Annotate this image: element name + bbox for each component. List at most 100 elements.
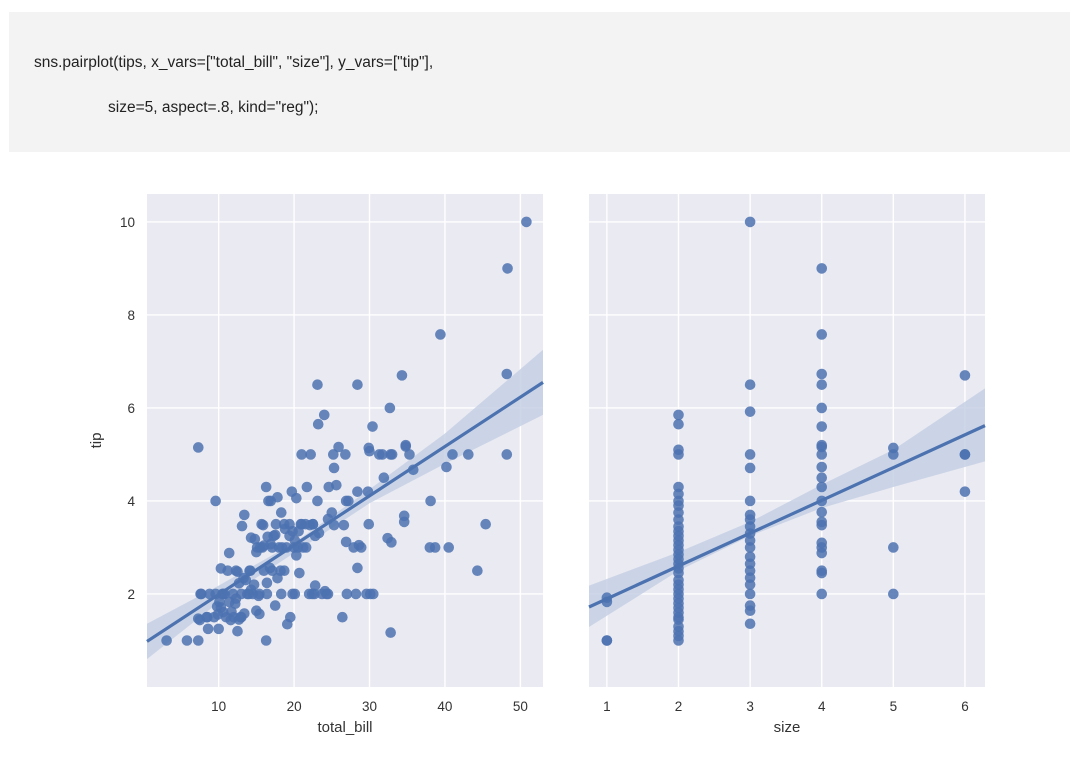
data-point bbox=[447, 449, 458, 460]
data-point bbox=[424, 542, 436, 553]
data-point bbox=[192, 442, 204, 453]
data-point bbox=[816, 449, 828, 460]
data-point bbox=[260, 635, 272, 646]
data-point bbox=[223, 547, 235, 559]
data-point bbox=[816, 379, 828, 390]
data-point bbox=[312, 495, 323, 507]
data-point bbox=[744, 588, 756, 600]
data-point bbox=[262, 531, 273, 543]
x-axis-label: total_bill bbox=[317, 719, 372, 736]
code-cell: sns.pairplot(tips, x_vars=["total_bill",… bbox=[9, 12, 1070, 152]
data-point bbox=[959, 370, 971, 381]
data-point bbox=[202, 623, 214, 635]
data-point bbox=[816, 481, 828, 493]
x-tick-label: 10 bbox=[211, 699, 226, 714]
data-point bbox=[348, 542, 359, 553]
data-point bbox=[195, 588, 206, 600]
data-point bbox=[816, 461, 828, 473]
data-point bbox=[239, 509, 250, 521]
data-point bbox=[398, 516, 410, 528]
data-point bbox=[192, 635, 204, 646]
data-point bbox=[888, 442, 899, 454]
data-point bbox=[673, 444, 684, 456]
data-point bbox=[337, 611, 348, 623]
y-axis-label: tip bbox=[88, 433, 105, 449]
data-point bbox=[363, 518, 375, 530]
data-point bbox=[340, 495, 352, 507]
data-point bbox=[312, 379, 323, 390]
data-point bbox=[816, 421, 828, 432]
data-point bbox=[816, 516, 828, 528]
data-point bbox=[340, 536, 352, 548]
y-tick-label: 8 bbox=[127, 308, 135, 323]
data-point bbox=[404, 449, 415, 460]
data-point bbox=[210, 495, 221, 507]
regression-line-2 bbox=[588, 424, 986, 609]
data-point bbox=[261, 588, 273, 600]
pairplot-figure: 10 20 30 40 50 2 4 6 8 10 total_bill tip 1 2 3 4 5 6 size bbox=[88, 194, 986, 736]
data-point bbox=[367, 421, 378, 432]
x-axis-label: size bbox=[774, 719, 801, 736]
data-point bbox=[816, 329, 828, 340]
x-tick-label: 5 bbox=[890, 699, 898, 714]
data-point bbox=[425, 495, 436, 507]
data-point bbox=[382, 532, 393, 544]
data-point bbox=[361, 588, 372, 600]
data-point bbox=[400, 441, 412, 452]
confidence-band-2 bbox=[589, 388, 985, 628]
data-point bbox=[350, 588, 362, 600]
data-point bbox=[385, 627, 396, 638]
data-point bbox=[281, 618, 293, 630]
data-point bbox=[301, 481, 313, 493]
data-point bbox=[261, 577, 273, 589]
data-point bbox=[260, 481, 272, 493]
x-tick-label: 3 bbox=[746, 699, 754, 714]
data-point bbox=[502, 263, 513, 274]
data-point bbox=[959, 449, 971, 460]
data-point bbox=[340, 449, 351, 460]
data-point bbox=[341, 588, 353, 600]
data-point bbox=[521, 216, 532, 228]
y-tick-label: 2 bbox=[127, 587, 135, 602]
data-point bbox=[816, 368, 828, 380]
data-point bbox=[744, 462, 756, 474]
data-point bbox=[673, 481, 684, 493]
x-tick-label: 20 bbox=[287, 699, 302, 714]
data-point bbox=[435, 329, 446, 340]
data-point bbox=[816, 263, 828, 274]
data-point bbox=[312, 418, 324, 430]
data-point bbox=[744, 551, 756, 563]
data-point bbox=[374, 449, 385, 460]
data-point bbox=[816, 402, 828, 414]
data-point bbox=[673, 418, 684, 430]
data-point bbox=[384, 402, 396, 414]
data-point bbox=[744, 618, 756, 630]
data-point bbox=[245, 532, 257, 544]
x-tick-label: 4 bbox=[818, 699, 826, 714]
data-point bbox=[816, 588, 828, 600]
data-point bbox=[441, 461, 452, 473]
data-point bbox=[269, 600, 281, 611]
data-point bbox=[480, 518, 491, 530]
data-point bbox=[816, 565, 828, 577]
data-point bbox=[501, 368, 513, 380]
data-point bbox=[287, 588, 298, 600]
data-point bbox=[263, 495, 274, 507]
data-point bbox=[328, 449, 339, 460]
x-tick-label: 40 bbox=[437, 699, 452, 714]
data-point bbox=[744, 449, 756, 460]
data-point bbox=[257, 542, 268, 553]
data-point bbox=[363, 442, 375, 454]
data-point bbox=[294, 567, 305, 579]
data-point bbox=[215, 563, 227, 574]
data-point bbox=[251, 605, 262, 617]
data-point bbox=[204, 588, 215, 600]
y-tick-label: 10 bbox=[120, 215, 135, 230]
data-point bbox=[223, 596, 235, 608]
data-point bbox=[396, 370, 408, 381]
data-point bbox=[888, 588, 899, 600]
x-tick-label: 1 bbox=[603, 699, 611, 714]
data-point bbox=[256, 518, 267, 530]
data-point bbox=[352, 486, 363, 497]
data-point bbox=[333, 441, 344, 453]
